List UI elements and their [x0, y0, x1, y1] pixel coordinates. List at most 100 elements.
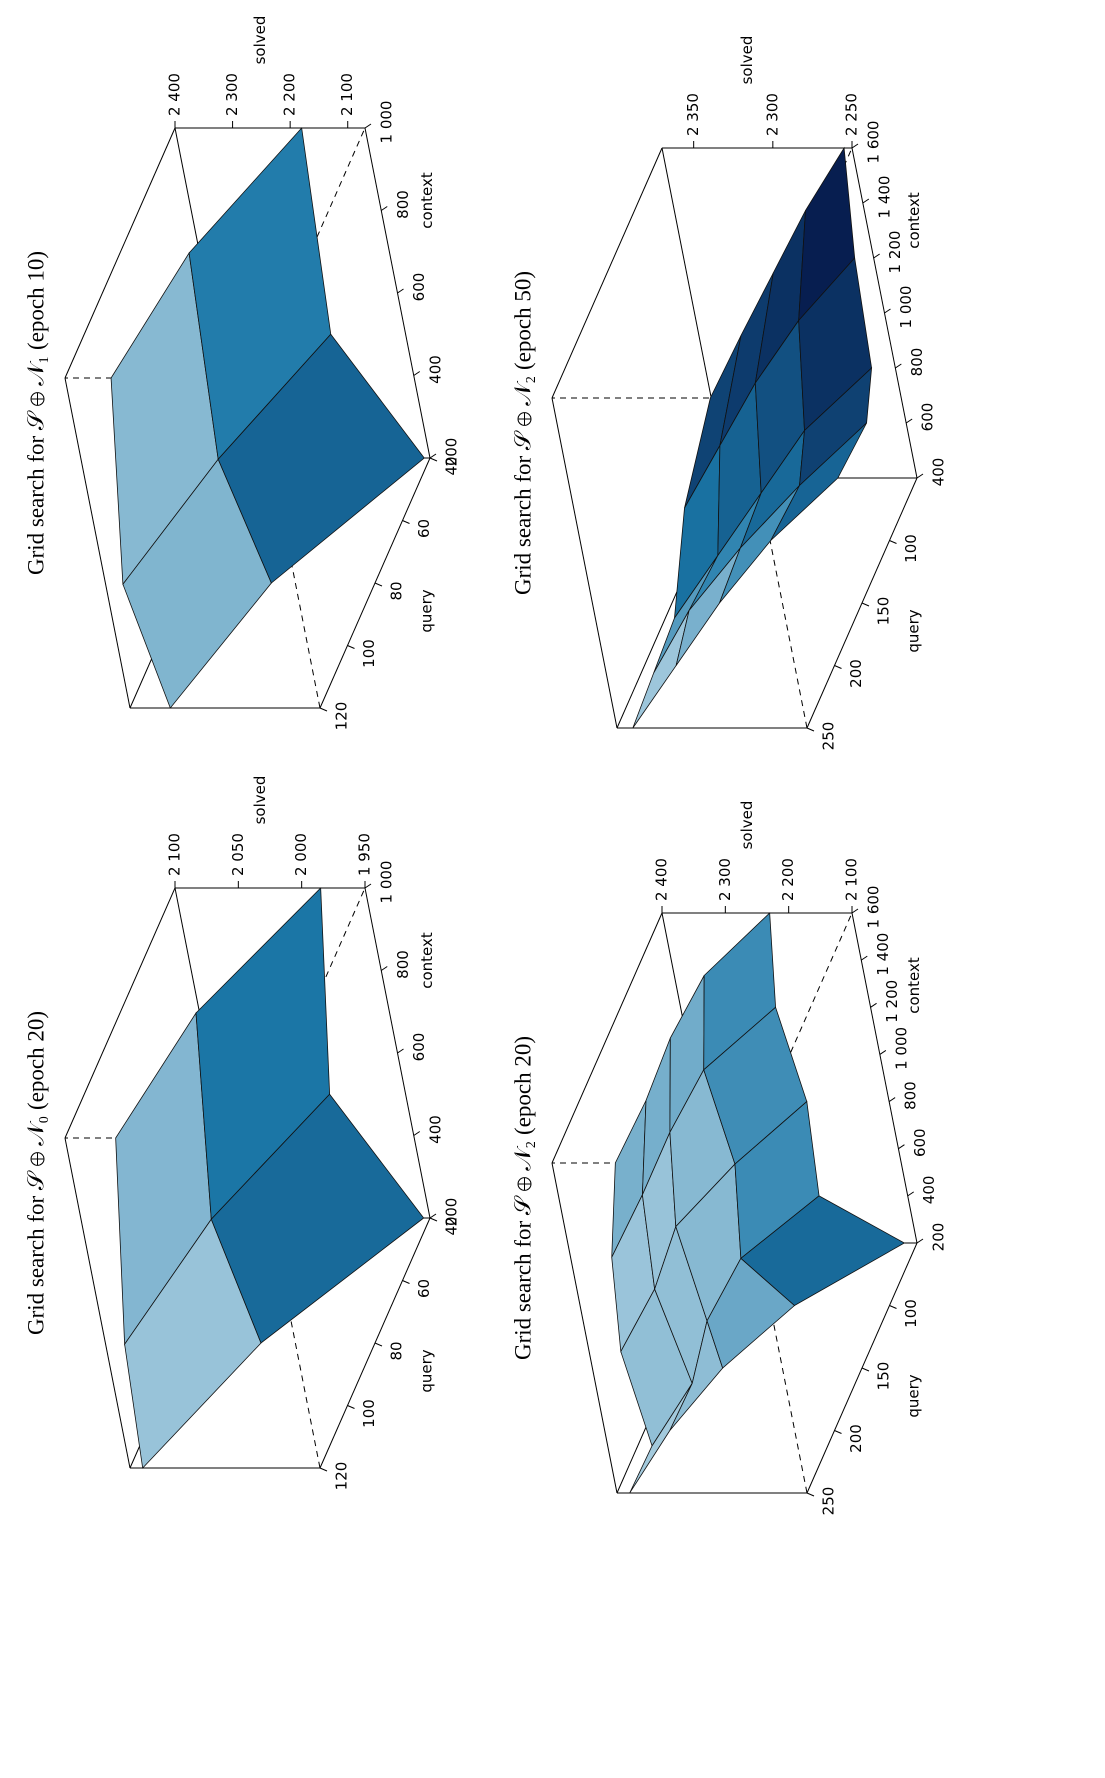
box-edge	[851, 912, 918, 1244]
x-tick	[873, 253, 880, 259]
z-tick-label: 2 050	[229, 833, 247, 876]
x-tick	[429, 1213, 437, 1219]
y-tick	[429, 1217, 438, 1222]
y-tick-label: 100	[902, 534, 920, 563]
x-tick	[380, 206, 388, 211]
x-tick-label: 400	[426, 355, 444, 384]
x-tick	[364, 883, 372, 889]
z-tick-label: 2 300	[763, 93, 781, 136]
y-tick-label: 200	[847, 1424, 865, 1453]
x-tick-label: 600	[911, 1128, 929, 1157]
box-edge	[551, 397, 618, 729]
box-edge	[551, 912, 663, 1164]
x-tick	[870, 1002, 877, 1008]
x-tick-label: 1 600	[865, 121, 883, 164]
y-tick-label: 100	[360, 1399, 378, 1428]
x-tick-label: 400	[930, 458, 948, 487]
x-tick-label: 1 000	[897, 286, 915, 329]
x-tick	[413, 371, 421, 376]
z-axis-label: solved	[738, 801, 756, 850]
x-tick-label: 1 000	[378, 101, 396, 144]
y-tick	[889, 1305, 897, 1309]
x-tick	[905, 418, 913, 424]
y-tick	[861, 1367, 870, 1372]
y-axis-label: query	[905, 609, 923, 652]
z-tick-label: 2 100	[166, 833, 184, 876]
y-tick-label: 100	[902, 1299, 920, 1328]
z-tick-label: 1 950	[356, 833, 374, 876]
z-axis-label: solved	[738, 36, 756, 85]
x-tick-label: 1 200	[883, 980, 901, 1023]
y-tick	[889, 540, 897, 544]
y-tick-label: 250	[820, 1487, 838, 1516]
x-tick-label: 200	[443, 1198, 461, 1227]
z-tick-label: 2 100	[843, 858, 861, 901]
surface-chart: Grid search for 𝒮 ⊕ 𝒩₂ (epoch 50) 400 600 8…	[510, 36, 947, 751]
y-tick	[347, 1405, 355, 1409]
x-tick-label: 600	[410, 273, 428, 302]
x-tick-label: 600	[410, 1033, 428, 1062]
rotated-figure: Grid search for 𝒮 ⊕ 𝒩₀ (epoch 20) 200 400 6…	[23, 16, 947, 1516]
surface-chart: Grid search for 𝒮 ⊕ 𝒩₁ (epoch 10) 200 400 6…	[23, 16, 460, 731]
z-tick-label: 2 400	[653, 858, 671, 901]
y-tick	[806, 1492, 815, 1497]
surface-chart: Grid search for 𝒮 ⊕ 𝒩₀ (epoch 20) 200 400 6…	[23, 776, 460, 1491]
x-tick	[861, 955, 868, 961]
y-tick-label: 100	[360, 639, 378, 668]
x-tick-label: 1 000	[892, 1027, 910, 1070]
box-edge	[551, 1162, 618, 1494]
z-axis-label: solved	[251, 776, 269, 825]
z-tick-label: 2 300	[223, 73, 241, 116]
y-tick-label: 60	[415, 1279, 433, 1298]
x-tick-label: 200	[443, 438, 461, 467]
chart-title: Grid search for 𝒮 ⊕ 𝒩₀ (epoch 20)	[23, 1011, 48, 1335]
box-edge	[64, 1137, 131, 1469]
x-tick-label: 400	[920, 1176, 938, 1205]
x-axis-label: context	[418, 932, 436, 989]
box-edge	[64, 887, 176, 1139]
x-tick-label: 400	[426, 1115, 444, 1144]
x-tick-label: 600	[919, 403, 937, 432]
y-tick-label: 80	[388, 1341, 406, 1360]
chart-title: Grid search for 𝒮 ⊕ 𝒩₁ (epoch 10)	[23, 251, 48, 575]
y-tick-label: 120	[333, 702, 351, 731]
box-edge	[64, 377, 131, 709]
y-tick-label: 200	[847, 659, 865, 688]
y-tick-label: 60	[415, 519, 433, 538]
y-axis-label: query	[418, 589, 436, 632]
x-tick-label: 1 400	[875, 176, 893, 219]
x-tick	[397, 1048, 404, 1054]
x-tick-label: 800	[902, 1081, 920, 1110]
y-tick-label: 80	[388, 581, 406, 600]
x-tick	[884, 308, 891, 314]
x-tick	[888, 1097, 896, 1102]
y-tick-label: 250	[820, 722, 838, 751]
x-tick	[364, 123, 372, 129]
y-tick	[834, 665, 842, 669]
x-tick	[895, 363, 902, 369]
y-tick-label: 150	[875, 1362, 893, 1391]
x-tick-label: 1 400	[874, 933, 892, 976]
y-tick	[861, 602, 870, 607]
y-tick	[429, 457, 438, 462]
x-tick	[413, 1131, 421, 1136]
y-tick	[319, 707, 328, 712]
y-tick	[402, 1280, 410, 1284]
x-tick	[851, 143, 859, 149]
chart-title: Grid search for 𝒮 ⊕ 𝒩₂ (epoch 50)	[510, 271, 535, 595]
y-tick	[806, 727, 815, 732]
surface-patch	[217, 333, 425, 584]
y-axis-label: query	[418, 1349, 436, 1392]
x-tick	[916, 473, 924, 479]
x-tick-label: 1 600	[865, 886, 883, 929]
x-tick	[429, 453, 437, 459]
z-tick-label: 2 000	[292, 833, 310, 876]
box-edge	[551, 147, 663, 399]
z-tick-label: 2 200	[779, 858, 797, 901]
y-tick-label: 40	[443, 456, 461, 475]
x-tick-label: 800	[394, 190, 412, 219]
z-tick-label: 2 350	[684, 93, 702, 136]
y-tick	[374, 582, 383, 587]
x-tick	[862, 198, 870, 204]
